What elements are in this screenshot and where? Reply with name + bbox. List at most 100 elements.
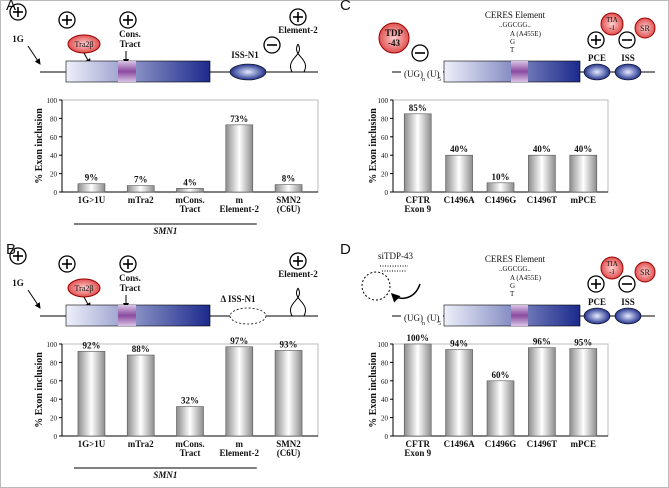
y-tick-label: 60 [50, 378, 58, 386]
annotation: (U) [427, 313, 440, 323]
annotation: TIA [606, 16, 618, 24]
bar [77, 183, 106, 193]
annotation: ..GGCGG.. [499, 21, 531, 29]
annotation: Δ ISS-N1 [221, 294, 256, 304]
x-tick-label: C1496T [527, 439, 558, 449]
annotation: ISS [621, 297, 635, 307]
annotation: ..GGCGG.. [499, 265, 531, 273]
value-label: 32% [181, 396, 199, 406]
value-label: 88% [132, 344, 150, 354]
annotation: 1G [12, 278, 24, 288]
value-label: 93% [280, 339, 298, 349]
annotation: Element-2 [278, 25, 318, 35]
x-tick-label: m [236, 195, 244, 205]
bar [528, 154, 556, 193]
bar [126, 354, 155, 437]
diagram-c: TDP -43 CERES Element ..GGCGG.. A (A455E… [378, 10, 656, 84]
value-label: 7% [134, 175, 148, 185]
value-label: 73% [230, 114, 248, 124]
bar [225, 346, 254, 437]
x-tick-label: CFTR [405, 195, 430, 205]
annotation: CERES Element [485, 10, 546, 20]
panel-label: B [6, 241, 16, 258]
y-tick-label: 20 [381, 171, 389, 179]
bar [569, 154, 598, 193]
annotation: Tract [120, 39, 141, 49]
bar [274, 350, 303, 437]
value-label: 4% [183, 177, 197, 187]
annotation: SR [640, 268, 650, 277]
bar [445, 154, 473, 193]
x-tick-label: m [236, 439, 244, 449]
bar [176, 406, 204, 437]
x-tick-label: C1496G [485, 195, 517, 205]
y-tick-label: 0 [385, 189, 389, 197]
y-tick-label: 20 [50, 171, 58, 179]
bar [486, 182, 515, 193]
bar [225, 124, 254, 193]
x-tick-label: C1496A [444, 439, 475, 449]
annotation: TIA [606, 260, 618, 268]
value-label: 40% [450, 144, 468, 154]
panel-label: A [6, 0, 16, 14]
annotation: PCE [588, 297, 606, 307]
x-tick-label: C1496A [444, 195, 475, 205]
y-tick-label: 100 [378, 341, 389, 349]
x-tick-label: Exon 9 [404, 204, 431, 214]
x-tick-label: Element-2 [220, 204, 260, 214]
annotation: n [422, 77, 425, 83]
bar [274, 184, 303, 193]
x-tick-label: mCons. [175, 439, 204, 449]
annotation: (UG) [404, 69, 423, 79]
annotation: Tract [120, 283, 141, 293]
y-tick-label: 80 [50, 359, 58, 367]
value-label: 40% [574, 144, 592, 154]
annotation: 5 [438, 321, 441, 327]
y-tick-label: 20 [50, 415, 58, 423]
bar [569, 348, 598, 437]
y-axis-label: % Exon inclusion [34, 108, 45, 184]
value-label: 92% [82, 340, 100, 350]
value-label: 40% [533, 144, 551, 154]
value-label: 96% [533, 337, 551, 347]
value-label: 8% [282, 174, 296, 184]
annotation: PCE [588, 53, 606, 63]
x-tick-label: Exon 9 [404, 448, 431, 458]
y-tick-label: 40 [381, 152, 389, 160]
annotation: 1G [12, 34, 24, 44]
value-label: 94% [450, 339, 468, 349]
panel-label: D [340, 241, 351, 258]
y-tick-label: 80 [381, 115, 389, 123]
annotation: Cons. [119, 273, 141, 283]
x-tick-label: (C6U) [277, 204, 301, 214]
panel-label: C [340, 0, 351, 14]
diagram-a: 1G Tra2β Cons. Tract ISS-N1 Element-2 [9, 3, 318, 83]
y-tick-label: 40 [381, 396, 389, 404]
value-label: 60% [492, 370, 510, 380]
annotation: TDP [385, 28, 404, 38]
x-tick-label: mCons. [175, 195, 204, 205]
x-tick-label: C1496G [485, 439, 517, 449]
annotation: n [422, 321, 425, 327]
x-tick-label: 1G>1U [78, 195, 106, 205]
annotation: G [510, 38, 515, 46]
annotation: T [510, 46, 515, 54]
bar [77, 351, 106, 437]
annotation: SR [640, 24, 650, 33]
y-tick-label: 60 [381, 378, 389, 386]
annotation: -1 [609, 24, 615, 32]
annotation: Tra2β [75, 284, 94, 293]
y-tick-label: 0 [54, 189, 58, 197]
x-tick-label: mTra2 [128, 439, 154, 449]
value-label: 95% [574, 338, 592, 348]
annotation: (UG) [404, 313, 423, 323]
y-tick-label: 100 [378, 97, 389, 105]
annotation: Cons. [119, 29, 141, 39]
value-label: 100% [406, 333, 429, 343]
diagram-d: siTDP-43 CERES Element ..GGCGG.. A (A455… [361, 251, 656, 328]
annotation: T [510, 290, 515, 298]
y-tick-label: 40 [50, 396, 58, 404]
annotation: A (A455E) [510, 30, 542, 38]
y-tick-label: 0 [385, 433, 389, 441]
x-tick-label: C1496T [527, 195, 558, 205]
